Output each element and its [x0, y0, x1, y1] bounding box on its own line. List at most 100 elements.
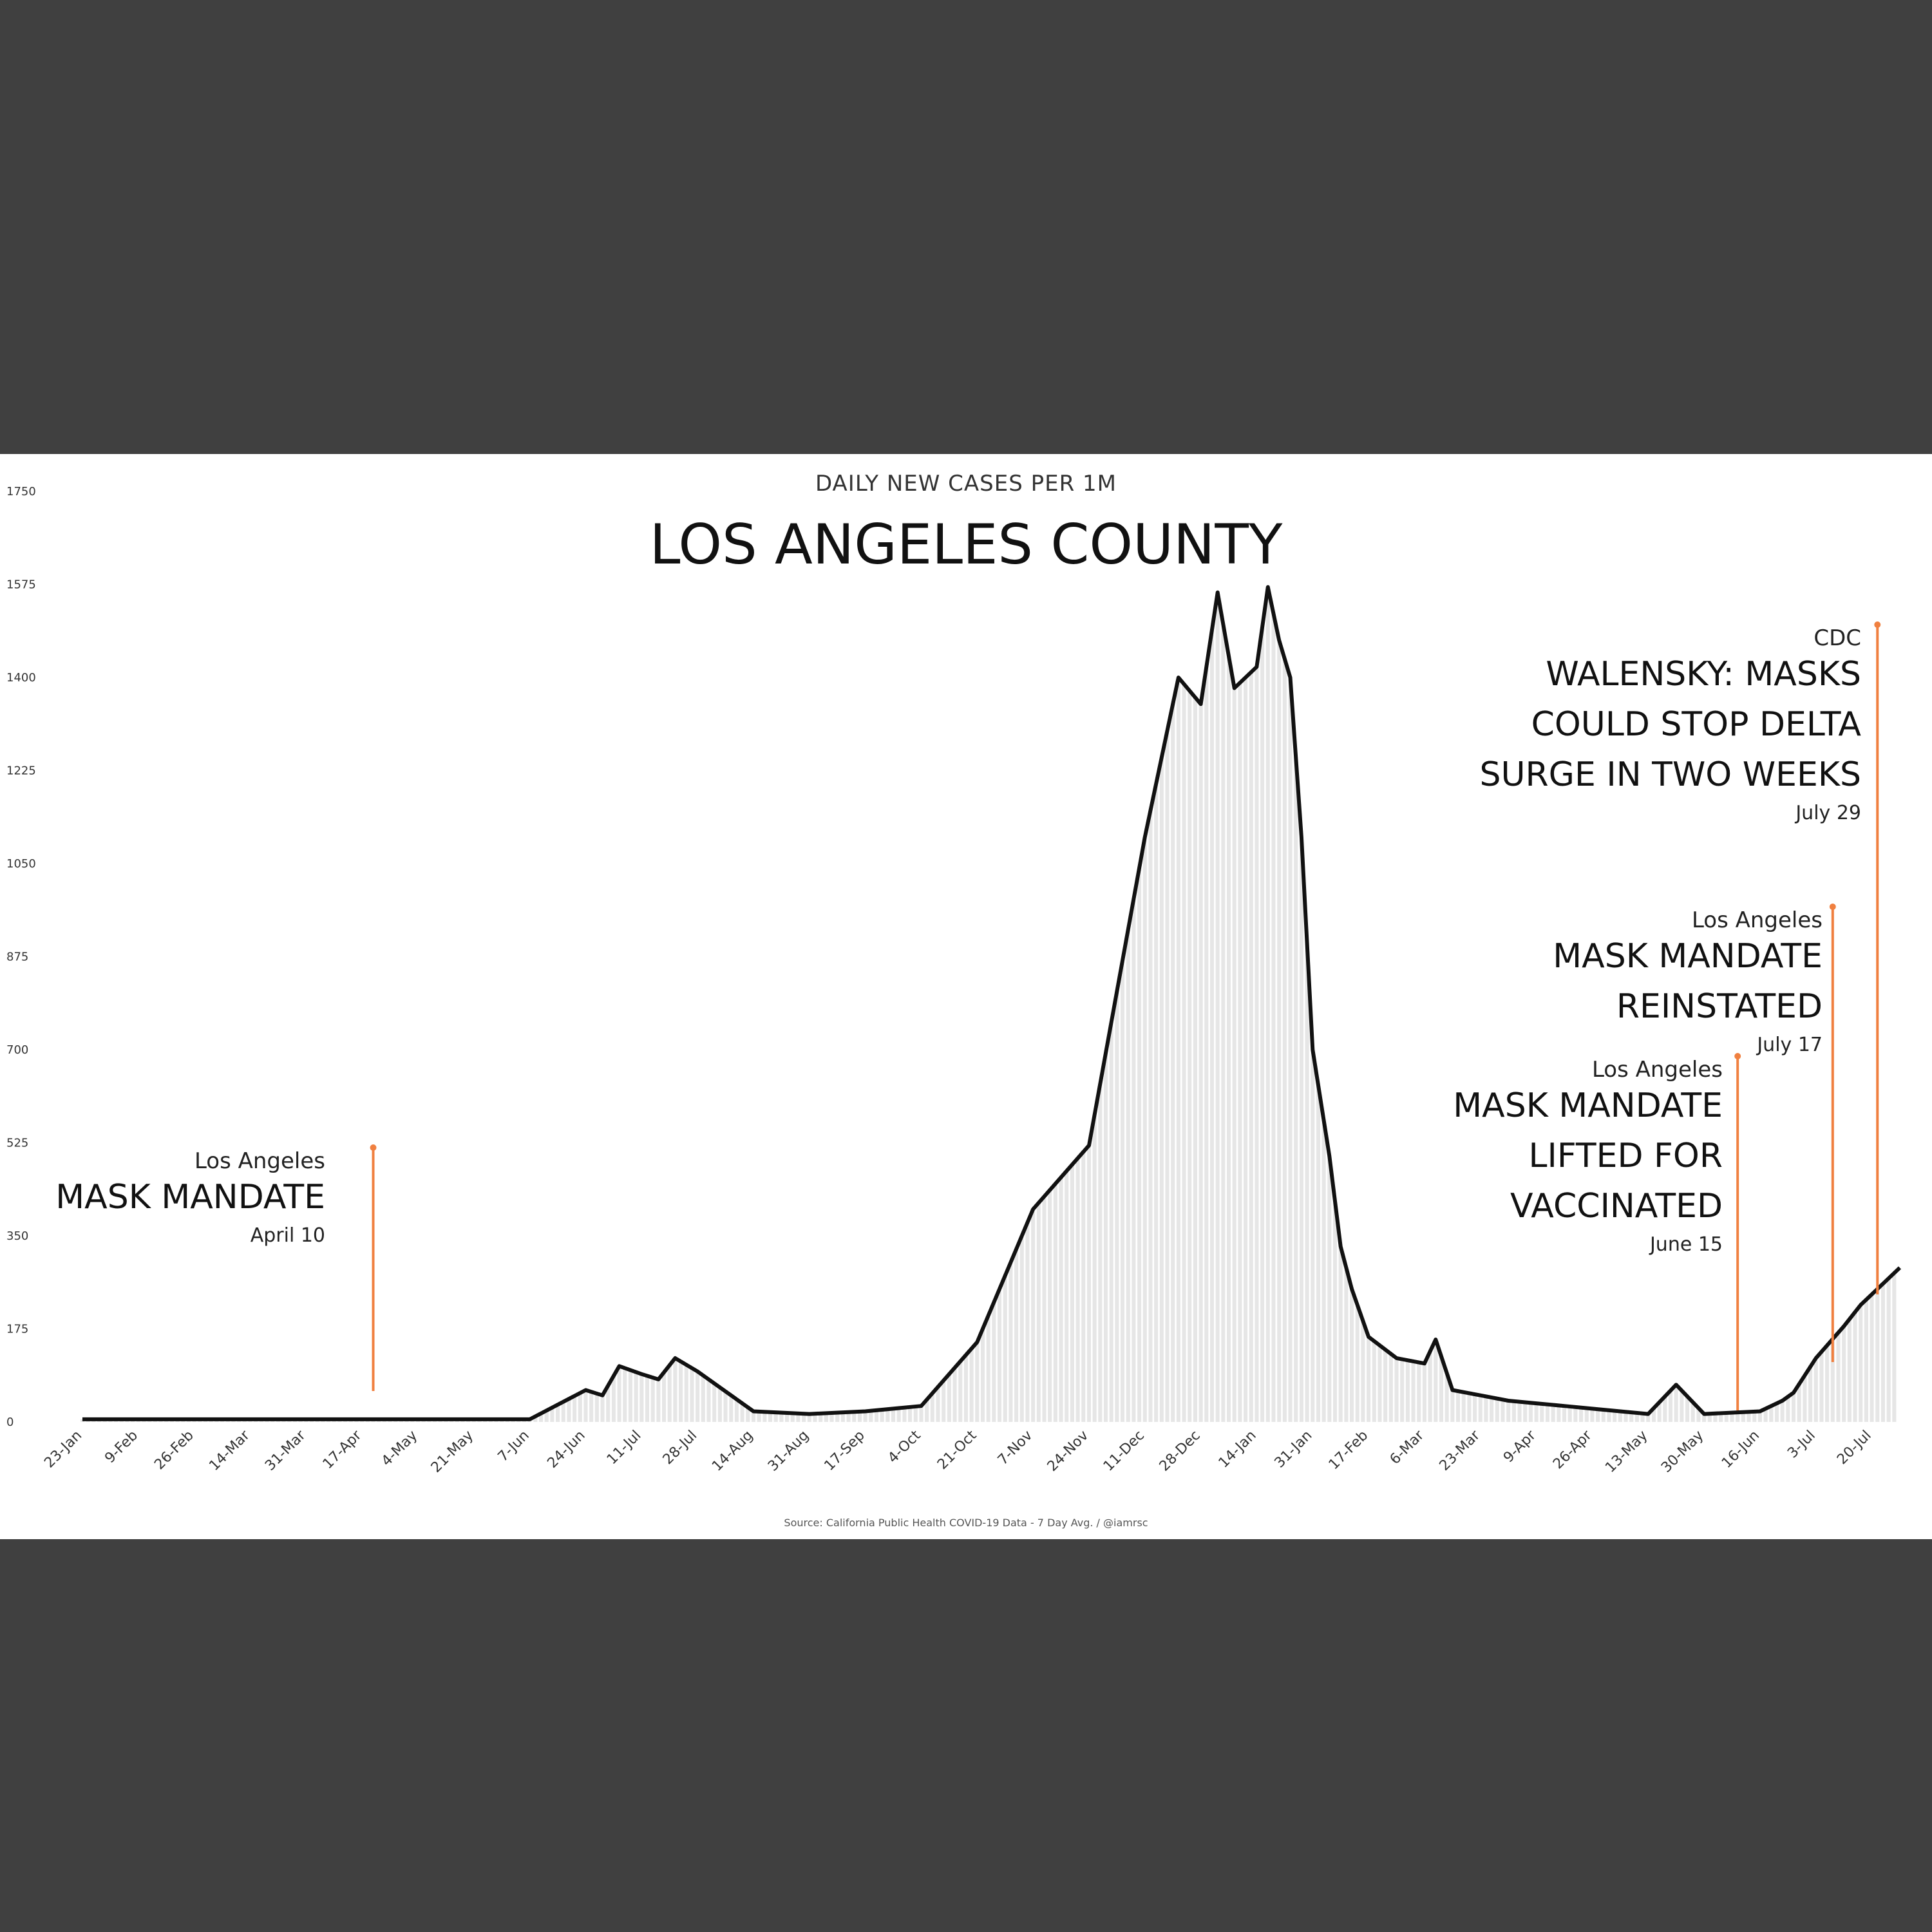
- daily-bar: [544, 1410, 549, 1422]
- daily-bar: [997, 1289, 1002, 1422]
- y-tick-label: 350: [6, 1229, 28, 1243]
- daily-bar: [1747, 1412, 1751, 1422]
- daily-bar: [1506, 1400, 1511, 1422]
- daily-bar: [1288, 677, 1293, 1422]
- daily-bar: [1009, 1262, 1013, 1422]
- daily-bar: [936, 1387, 940, 1422]
- daily-bar: [1567, 1406, 1572, 1422]
- daily-bar: [1014, 1249, 1019, 1422]
- daily-bar: [1036, 1202, 1041, 1422]
- daily-bar: [874, 1410, 879, 1422]
- daily-bar: [1836, 1332, 1841, 1422]
- daily-bar: [819, 1413, 823, 1422]
- daily-bar: [1752, 1411, 1757, 1422]
- daily-bar: [1892, 1273, 1897, 1422]
- daily-bar: [785, 1412, 790, 1422]
- daily-bar: [740, 1403, 744, 1422]
- annotation-headline: COULD STOP DELTA: [1531, 705, 1862, 744]
- daily-bar: [1092, 1114, 1097, 1422]
- daily-bar: [1847, 1319, 1852, 1422]
- daily-bar: [790, 1413, 795, 1422]
- annotation-headline: LIFTED FOR: [1529, 1137, 1723, 1175]
- daily-bar: [1557, 1405, 1561, 1422]
- daily-bar: [1864, 1300, 1868, 1422]
- daily-bar: [1188, 690, 1192, 1422]
- daily-bar: [1674, 1385, 1678, 1422]
- daily-bar: [1467, 1393, 1472, 1422]
- annotation-org: CDC: [1814, 625, 1861, 651]
- y-tick-label: 1750: [6, 485, 36, 498]
- annotation-3: Los Angeles MASK MANDATE REINSTATED July 17: [1553, 904, 1836, 1362]
- top-band: [0, 0, 1932, 454]
- daily-bar: [975, 1342, 980, 1422]
- daily-bar: [1388, 1354, 1393, 1422]
- daily-bar: [1176, 677, 1180, 1422]
- annotation-date: July 29: [1794, 802, 1861, 824]
- daily-bar: [1198, 704, 1203, 1422]
- daily-bar: [1501, 1399, 1505, 1422]
- y-axis: 0 175 350 525 700 875 1050 1225 1400 1575 1750: [6, 485, 36, 1429]
- daily-bar: [840, 1412, 845, 1422]
- daily-bar: [1634, 1412, 1639, 1422]
- annotation-1: Los Angeles MASK MANDATE April 10: [55, 1144, 377, 1391]
- daily-bar: [1444, 1373, 1449, 1422]
- daily-bar: [1232, 688, 1236, 1422]
- daily-bar: [1394, 1358, 1399, 1422]
- daily-bar: [1434, 1340, 1438, 1422]
- daily-bar: [1137, 867, 1142, 1422]
- daily-bar: [1244, 677, 1248, 1422]
- y-tick-label: 1225: [6, 764, 36, 778]
- daily-bar: [1629, 1412, 1634, 1422]
- daily-bar: [623, 1368, 627, 1422]
- daily-bar: [1730, 1412, 1734, 1422]
- daily-bar: [1819, 1352, 1824, 1422]
- daily-bar: [1763, 1408, 1768, 1422]
- daily-bar: [807, 1414, 811, 1422]
- daily-bar: [1042, 1196, 1046, 1422]
- daily-bar: [1808, 1367, 1813, 1422]
- daily-bars-layer: [80, 587, 1897, 1423]
- daily-bar: [846, 1412, 851, 1422]
- daily-bar: [573, 1396, 577, 1422]
- daily-bar: [1428, 1351, 1432, 1422]
- daily-bar: [1713, 1413, 1718, 1422]
- daily-bar: [746, 1407, 750, 1422]
- daily-bar: [902, 1407, 907, 1422]
- bottom-band: [0, 1539, 1932, 1932]
- daily-bar: [1736, 1412, 1740, 1422]
- annotation-headline: REINSTATED: [1616, 987, 1823, 1026]
- annotation-headline: VACCINATED: [1510, 1187, 1723, 1226]
- daily-bar: [1584, 1408, 1589, 1422]
- daily-bar: [1495, 1398, 1499, 1422]
- daily-bar: [1517, 1401, 1522, 1422]
- daily-bar: [628, 1370, 632, 1422]
- annotation-headline: MASK MANDATE: [1553, 937, 1823, 976]
- daily-bar: [1842, 1326, 1846, 1422]
- daily-bar: [1646, 1414, 1651, 1422]
- daily-bar: [762, 1412, 767, 1422]
- daily-bar: [1484, 1396, 1488, 1422]
- y-tick-label: 700: [6, 1043, 28, 1057]
- daily-bar: [1780, 1400, 1785, 1422]
- daily-bar: [1680, 1390, 1684, 1422]
- daily-bar: [684, 1365, 688, 1422]
- daily-bar: [1338, 1246, 1343, 1422]
- daily-bar: [896, 1408, 901, 1422]
- daily-bar: [1142, 837, 1147, 1422]
- daily-bar: [886, 1409, 890, 1422]
- daily-bar: [645, 1376, 650, 1422]
- daily-bar: [857, 1411, 862, 1422]
- daily-bar: [1786, 1396, 1790, 1422]
- daily-bar: [1255, 667, 1259, 1422]
- daily-bar: [1086, 1145, 1091, 1422]
- daily-bar: [796, 1413, 800, 1422]
- y-tick-label: 175: [6, 1323, 28, 1336]
- daily-bar: [1059, 1177, 1063, 1422]
- daily-bar: [1702, 1414, 1707, 1422]
- daily-bar: [1450, 1390, 1455, 1422]
- daily-bar: [1859, 1305, 1863, 1422]
- daily-bar: [1478, 1395, 1482, 1422]
- daily-bar: [824, 1413, 828, 1422]
- daily-bar: [1378, 1345, 1382, 1422]
